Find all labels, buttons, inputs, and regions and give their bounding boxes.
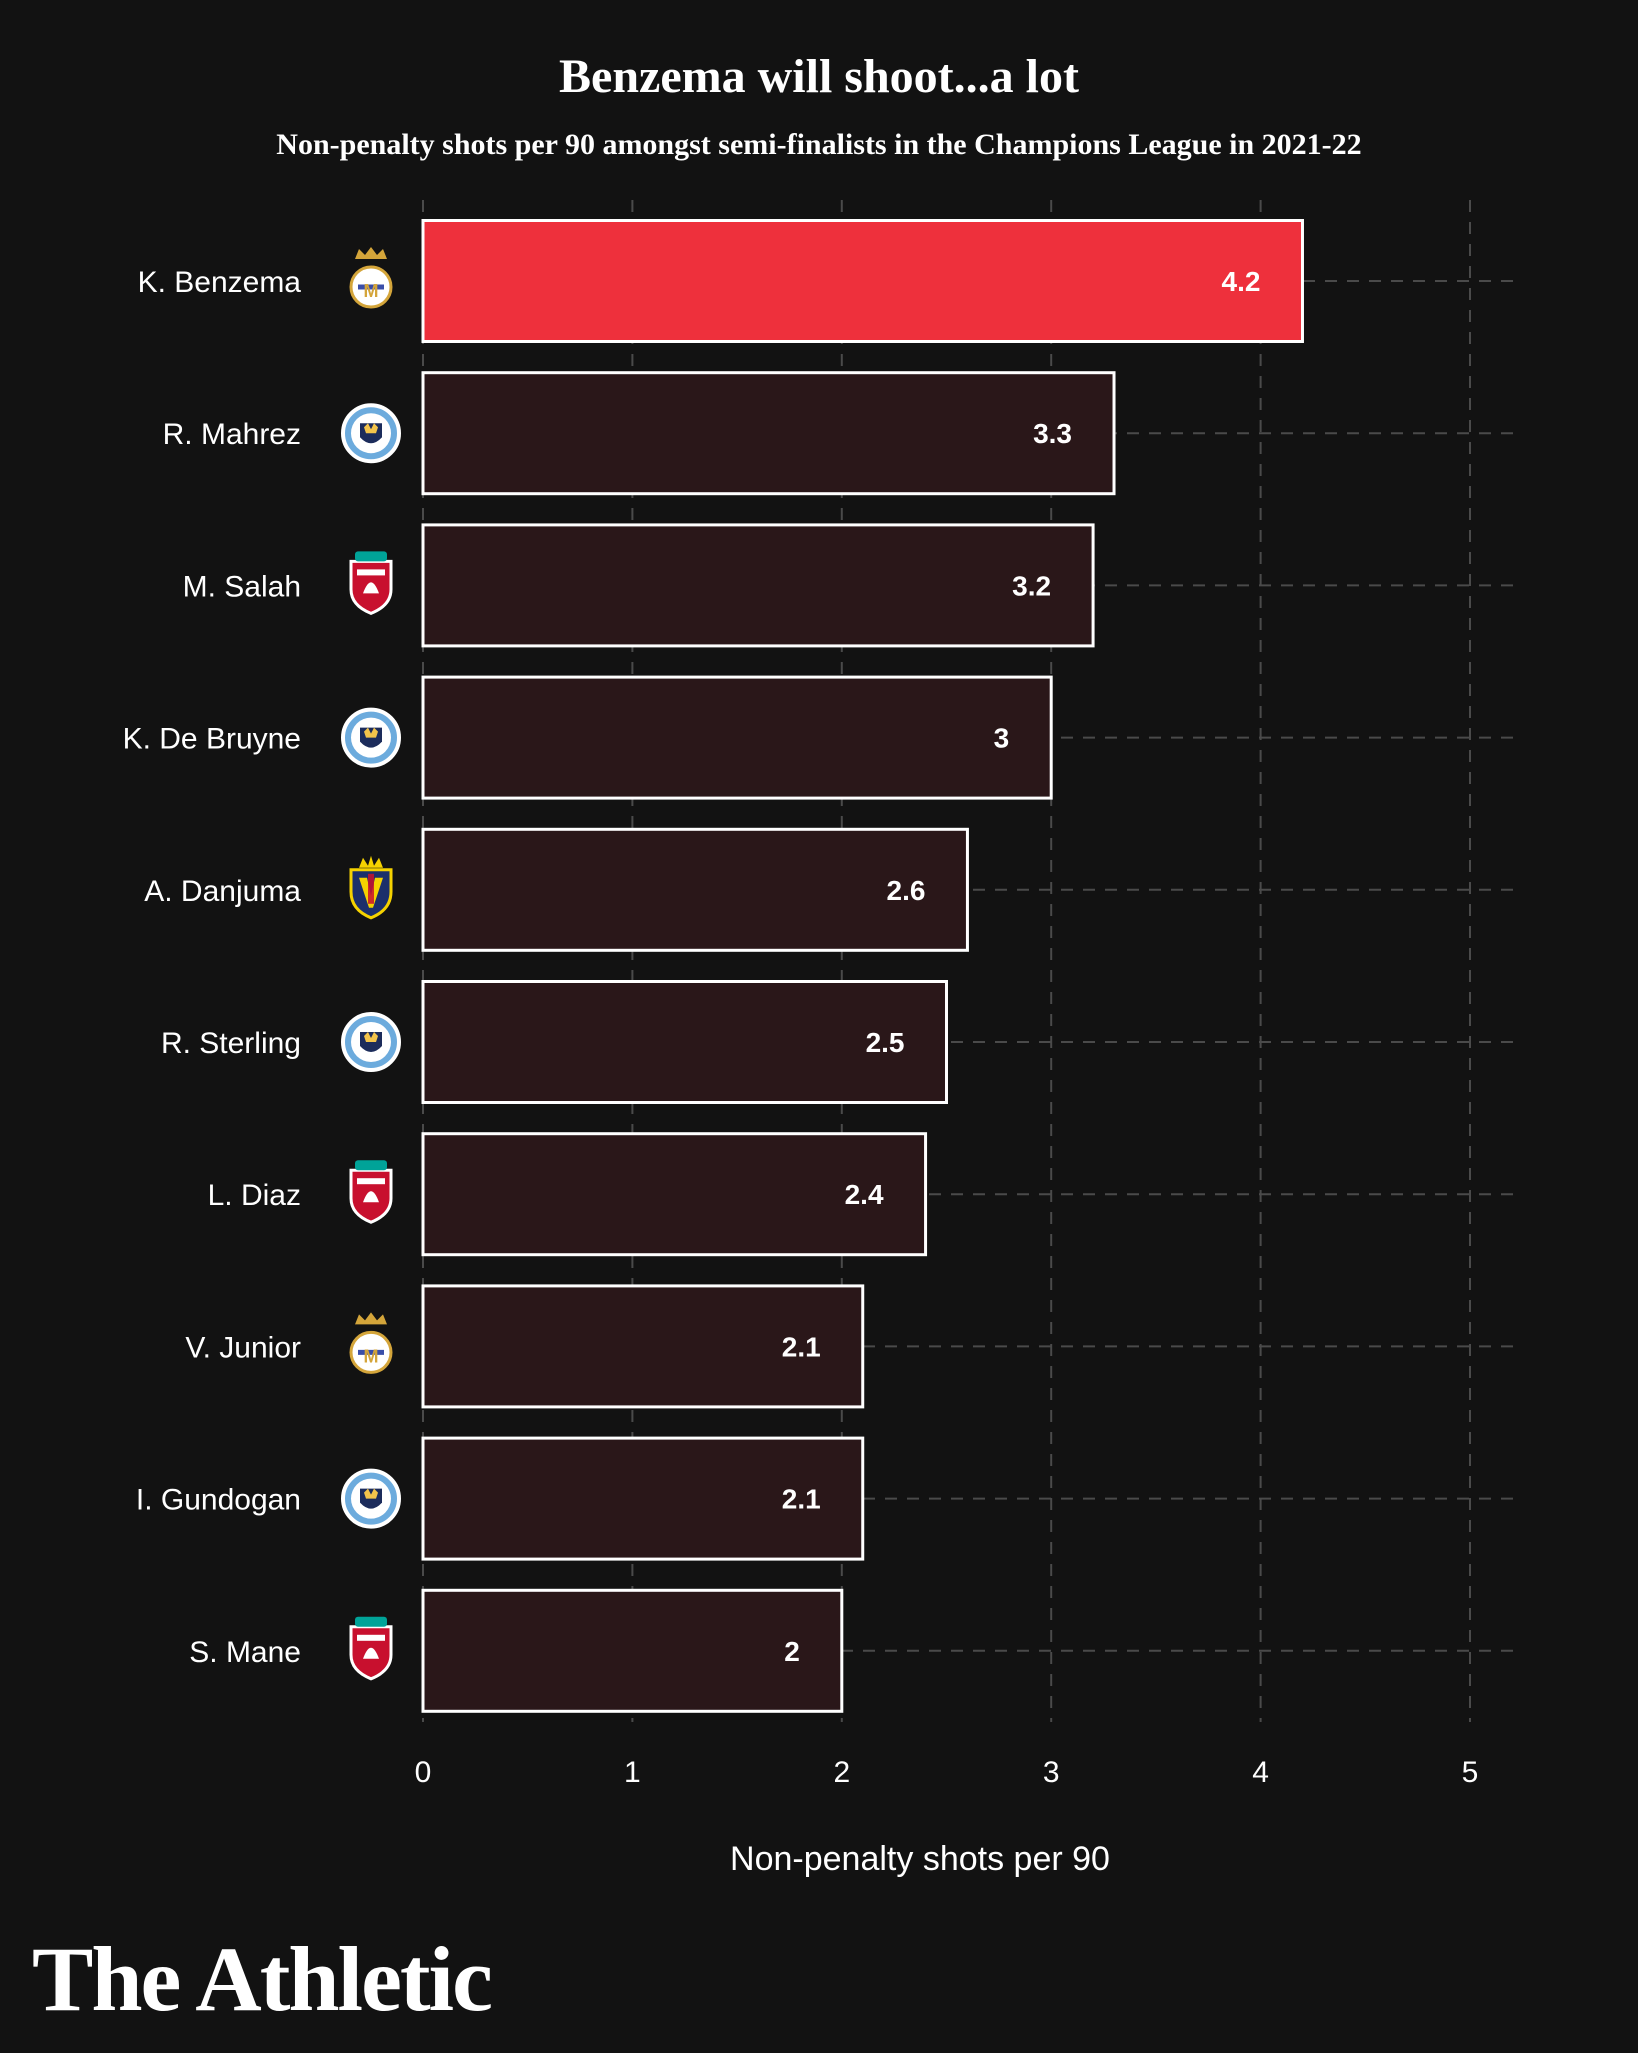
x-tick-label: 2 <box>833 1756 850 1789</box>
crest-banner <box>357 1634 385 1641</box>
bar <box>421 1588 844 1713</box>
category-label: A. Danjuma <box>144 875 301 908</box>
category-label: K. De Bruyne <box>123 723 301 756</box>
category-label: S. Mane <box>189 1636 301 1669</box>
x-tick-label: 5 <box>1462 1756 1479 1789</box>
bar <box>421 980 948 1104</box>
man-city-crest-icon <box>341 707 401 768</box>
crest-ship <box>364 727 378 738</box>
x-tick-label: 1 <box>624 1756 641 1789</box>
bar-value-label: 2.6 <box>887 875 926 906</box>
x-tick-label: 3 <box>1043 1756 1060 1789</box>
bar-value-label: 3.3 <box>1033 418 1072 449</box>
liverpool-crest-icon <box>349 551 393 616</box>
man-city-crest-icon <box>341 403 401 464</box>
man-city-crest-icon <box>341 1012 401 1072</box>
bar <box>421 1436 865 1561</box>
category-label: R. Mahrez <box>163 418 301 451</box>
x-axis-ticks: 0 1 2 3 4 5 <box>415 1756 1479 1789</box>
brand-logo: The Athletic <box>32 1928 491 2030</box>
bar <box>421 1132 928 1257</box>
crest-ship <box>364 423 378 434</box>
villarreal-crest-icon <box>349 855 393 920</box>
bar-value-label: 2.5 <box>866 1027 905 1058</box>
liverpool-crest-icon <box>349 1160 393 1224</box>
real-madrid-crest-icon: M <box>349 247 393 309</box>
crown-shape <box>359 855 383 868</box>
crest-stripe <box>368 873 374 904</box>
man-city-crest-icon <box>341 1468 401 1529</box>
real-madrid-crest-icon: M <box>349 1312 393 1374</box>
crest-letter <box>359 877 383 908</box>
bar <box>421 827 969 952</box>
bar-value-label: 2.1 <box>782 1331 821 1362</box>
category-label: V. Junior <box>185 1331 301 1364</box>
category-label: L. Diaz <box>208 1179 301 1212</box>
bar <box>421 523 1095 648</box>
crest-letters: M <box>364 281 379 301</box>
x-tick-label: 0 <box>415 1756 432 1789</box>
bar <box>421 371 1116 496</box>
crest-ship <box>364 1488 378 1499</box>
bar <box>421 1284 865 1409</box>
x-tick-label: 4 <box>1252 1756 1269 1789</box>
crest-bird <box>363 1647 379 1659</box>
category-label: R. Sterling <box>161 1027 301 1060</box>
crest-letters: M <box>364 1346 379 1366</box>
bar-value-label: 2 <box>784 1636 800 1667</box>
liverpool-crest-icon <box>349 1616 393 1681</box>
crest-ship <box>364 1032 378 1042</box>
crown-shape <box>355 247 387 259</box>
chart-title: Benzema will shoot...a lot <box>559 50 1079 103</box>
crest-bird <box>363 1191 379 1203</box>
x-axis-title: Non-penalty shots per 90 <box>730 1840 1110 1878</box>
bar-value-label: 3 <box>994 723 1010 754</box>
crest-gate <box>355 1160 387 1171</box>
bar-value-label: 4.2 <box>1222 266 1261 297</box>
crest-banner <box>357 1178 385 1185</box>
bar-value-label: 2.1 <box>782 1484 821 1515</box>
crest-gate <box>355 551 387 562</box>
bar-value-label: 3.2 <box>1012 570 1051 601</box>
chart-subtitle: Non-penalty shots per 90 amongst semi-fi… <box>276 128 1361 161</box>
crest-gate <box>355 1616 387 1627</box>
bars: 4.2 K. Benzema M 3.3 R. Mahrez 3.2 M. Salah 3 K.… <box>123 219 1304 1713</box>
bar <box>421 219 1304 343</box>
crown-shape <box>355 1312 387 1325</box>
category-label: M. Salah <box>183 570 301 603</box>
category-label: K. Benzema <box>138 266 302 299</box>
category-label: I. Gundogan <box>136 1484 301 1517</box>
crest-banner <box>357 569 385 576</box>
bar <box>421 675 1053 800</box>
bar-value-label: 2.4 <box>845 1179 884 1210</box>
crest-bird <box>363 582 379 594</box>
